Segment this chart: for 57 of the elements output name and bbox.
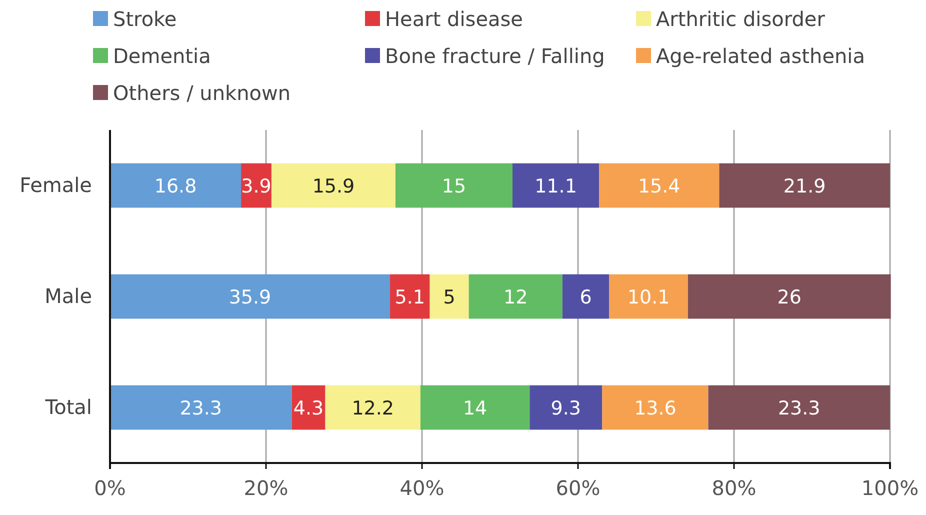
legend-label: Dementia: [113, 44, 211, 68]
x-tick-label: 20%: [244, 476, 288, 500]
data-label: 15.9: [312, 175, 355, 198]
bar: [512, 163, 600, 208]
x-tick-label: 100%: [861, 476, 919, 500]
data-label: 11.1: [534, 175, 577, 198]
data-label: 6: [580, 286, 592, 308]
bar: [395, 163, 512, 208]
data-label: 3.9: [241, 175, 272, 198]
bar: [110, 385, 292, 430]
bar: [530, 385, 602, 430]
legend-label: Stroke: [113, 7, 177, 32]
bar: [430, 274, 469, 319]
bar: [420, 385, 530, 430]
bar: [599, 163, 720, 208]
legend-label: Age-related asthenia: [656, 44, 865, 68]
legend-label: Heart disease: [385, 7, 523, 32]
data-label: 9.3: [550, 397, 582, 420]
data-label: 15: [442, 175, 466, 198]
legend-label: Arthritic disorder: [656, 7, 826, 32]
x-tick-label: 40%: [400, 476, 444, 500]
y-tick-label: Male: [44, 284, 92, 308]
bar: [719, 163, 890, 208]
x-tick-label: 0%: [94, 476, 126, 500]
bar: [110, 163, 242, 208]
data-label: 5: [443, 286, 456, 308]
bar: [562, 274, 610, 319]
data-label: 14: [462, 397, 488, 420]
data-label: 13.6: [634, 397, 676, 420]
bar: [390, 274, 430, 319]
data-label: 5.1: [394, 286, 426, 308]
y-tick-label: Female: [20, 172, 92, 197]
data-label: 12: [504, 286, 528, 308]
y-tick-label: Total: [44, 394, 92, 419]
data-label: 23.3: [778, 397, 820, 420]
data-label: 12.2: [352, 397, 394, 420]
data-label: 21.9: [783, 175, 826, 198]
bar: [292, 385, 326, 430]
x-tick-label: 60%: [556, 476, 600, 500]
data-label: 35.9: [228, 286, 272, 308]
bar: [110, 274, 390, 319]
bar: [325, 385, 420, 430]
data-label: 16.8: [154, 175, 197, 198]
bar: [468, 274, 562, 319]
bar: [602, 385, 708, 430]
data-label: 23.3: [180, 397, 222, 420]
bar: [609, 274, 688, 319]
x-tick-label: 80%: [712, 476, 756, 500]
legend-label: Bone fracture / Falling: [385, 44, 605, 68]
legend-label: Others / unknown: [113, 81, 291, 106]
data-label: 4.3: [293, 397, 324, 420]
data-label: 26: [777, 286, 802, 308]
bar: [688, 274, 891, 319]
data-label: 15.4: [638, 175, 680, 198]
bar: [271, 163, 396, 208]
bar: [708, 385, 890, 430]
data-label: 10.1: [627, 286, 670, 308]
